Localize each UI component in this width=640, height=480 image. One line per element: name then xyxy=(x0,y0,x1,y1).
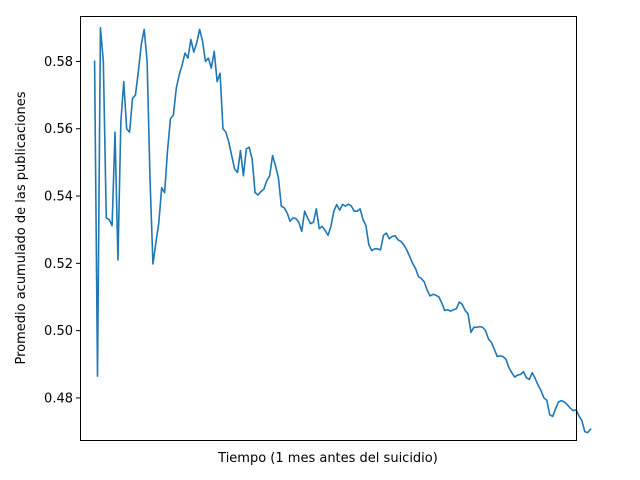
series-line xyxy=(93,26,592,434)
series-layer xyxy=(93,26,592,434)
y-tick-label: 0.52 xyxy=(44,257,73,272)
x-axis-label: Tiempo (1 mes antes del suicidio) xyxy=(217,451,438,466)
y-axis-ticks: 0.48 0.50 0.52 0.54 0.56 0.58 xyxy=(44,55,80,406)
y-tick-label: 0.58 xyxy=(44,55,73,70)
plot-frame xyxy=(80,16,577,441)
y-tick-label: 0.48 xyxy=(44,391,73,406)
y-axis-label: Promedio acumulado de las publicaciones xyxy=(14,91,29,364)
y-tick-label: 0.54 xyxy=(44,190,73,205)
y-tick-label: 0.50 xyxy=(44,324,73,339)
y-tick-label: 0.56 xyxy=(44,122,73,137)
plot-background xyxy=(80,16,576,440)
